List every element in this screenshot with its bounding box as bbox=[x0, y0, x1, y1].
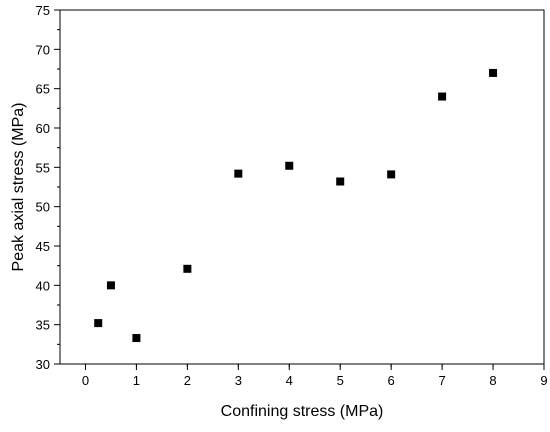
x-tick-label: 1 bbox=[133, 373, 140, 388]
x-axis-title: Confining stress (MPa) bbox=[221, 403, 384, 420]
y-tick-label: 55 bbox=[36, 160, 50, 175]
x-tick-label: 6 bbox=[388, 373, 395, 388]
y-tick-label: 50 bbox=[36, 200, 50, 215]
data-point bbox=[132, 334, 141, 343]
data-point bbox=[94, 319, 103, 328]
data-point bbox=[489, 68, 498, 77]
y-tick-label: 30 bbox=[36, 357, 50, 372]
y-tick-label: 65 bbox=[36, 82, 50, 97]
y-axis-title: Peak axial stress (MPa) bbox=[10, 103, 27, 272]
y-tick-label: 45 bbox=[36, 239, 50, 254]
data-point bbox=[336, 177, 345, 186]
data-point bbox=[387, 170, 396, 179]
x-tick-label: 0 bbox=[82, 373, 89, 388]
y-tick-label: 35 bbox=[36, 318, 50, 333]
data-points bbox=[94, 68, 498, 343]
y-axis-tick-labels: 30 35 40 45 50 55 60 65 70 75 bbox=[36, 3, 50, 372]
x-tick-label: 9 bbox=[540, 373, 547, 388]
y-tick-label: 60 bbox=[36, 121, 50, 136]
y-tick-label: 70 bbox=[36, 42, 50, 57]
data-point bbox=[106, 281, 115, 290]
x-tick-label: 2 bbox=[184, 373, 191, 388]
x-tick-label: 5 bbox=[337, 373, 344, 388]
data-point bbox=[438, 92, 447, 101]
y-tick-label: 75 bbox=[36, 3, 50, 18]
data-point bbox=[183, 264, 192, 273]
x-tick-label: 3 bbox=[235, 373, 242, 388]
data-point bbox=[285, 161, 294, 170]
x-axis-ticks bbox=[84, 364, 545, 370]
x-tick-label: 7 bbox=[438, 373, 445, 388]
x-tick-label: 4 bbox=[286, 373, 293, 388]
y-axis-ticks bbox=[54, 9, 60, 365]
x-tick-label: 8 bbox=[489, 373, 496, 388]
data-point bbox=[234, 169, 243, 178]
x-axis-tick-labels: 0 1 2 3 4 5 6 7 8 9 bbox=[82, 373, 548, 388]
y-tick-label: 40 bbox=[36, 278, 50, 293]
